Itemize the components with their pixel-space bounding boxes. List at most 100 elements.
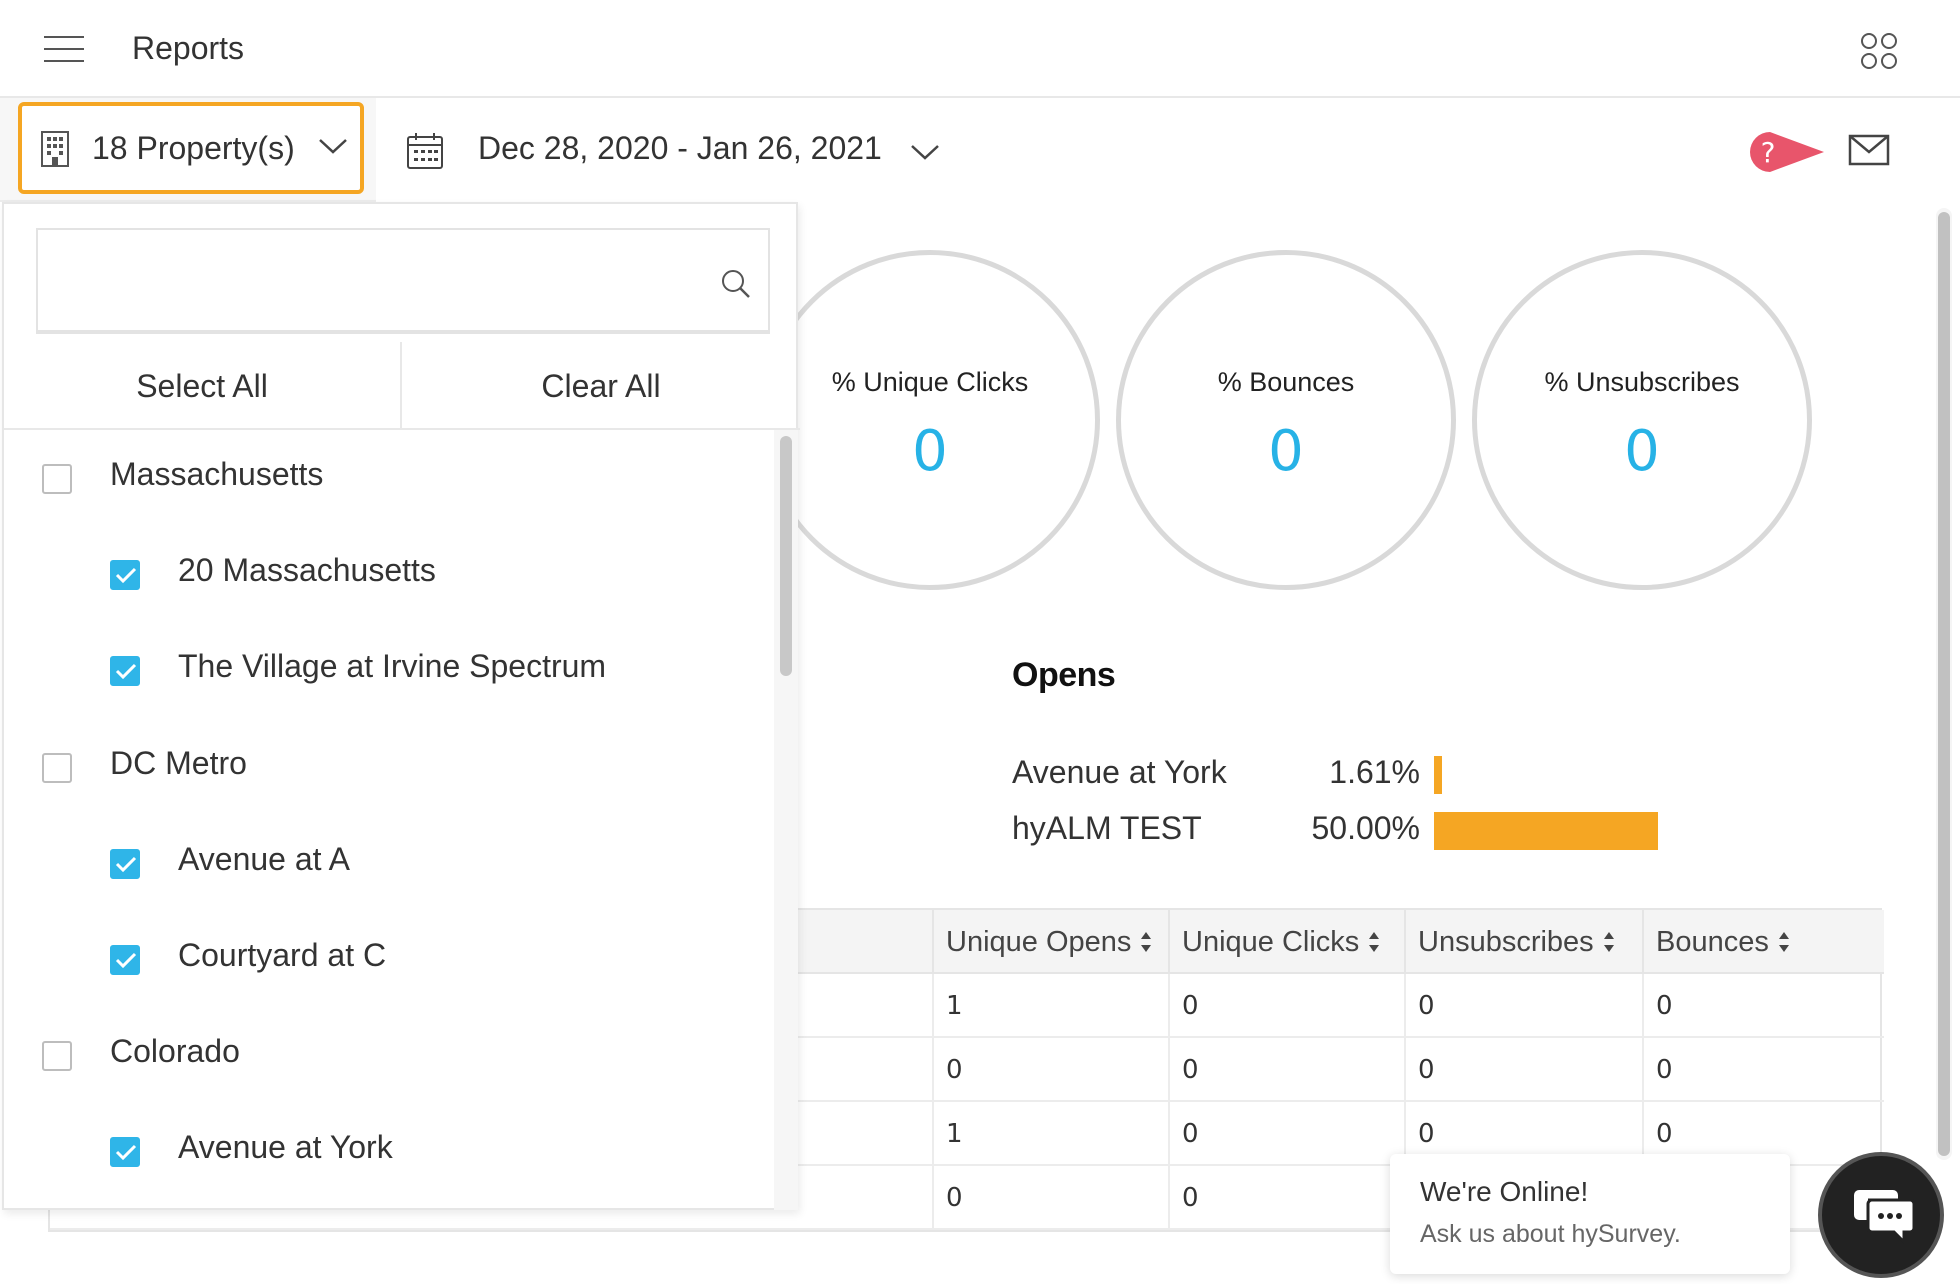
property-item[interactable]: Avenue at York bbox=[110, 1123, 710, 1183]
chat-prompt[interactable]: We're Online! Ask us about hySurvey. bbox=[1390, 1154, 1790, 1274]
property-search-input[interactable] bbox=[38, 230, 698, 330]
sort-icon bbox=[1778, 932, 1789, 952]
stat-value: 0 bbox=[1268, 419, 1304, 484]
sort-icon bbox=[1369, 932, 1380, 952]
property-selector-button[interactable]: 18 Property(s) bbox=[18, 102, 364, 194]
checkbox[interactable] bbox=[42, 1041, 72, 1072]
check-icon bbox=[115, 952, 137, 969]
chat-subtitle: Ask us about hySurvey. bbox=[1420, 1220, 1681, 1248]
table-header-unique-clicks[interactable]: Unique Clicks bbox=[1168, 910, 1404, 974]
table-cell: 0 bbox=[1642, 1038, 1880, 1102]
menu-icon[interactable] bbox=[44, 34, 84, 64]
help-symbol: ? bbox=[1761, 136, 1776, 169]
table-cell: 1 bbox=[932, 974, 1168, 1038]
page-title: Reports bbox=[132, 30, 245, 66]
checkbox[interactable] bbox=[42, 752, 72, 783]
table-cell: 0 bbox=[932, 1166, 1168, 1230]
checkbox-checked[interactable] bbox=[110, 945, 140, 975]
search-icon[interactable] bbox=[720, 268, 752, 300]
content-scrollbar[interactable] bbox=[1936, 208, 1952, 1160]
help-icon[interactable]: ? bbox=[1748, 130, 1826, 174]
table-cell: 0 bbox=[1404, 974, 1642, 1038]
property-group-item[interactable]: Massachusetts bbox=[42, 450, 642, 510]
table-cell: 1 bbox=[932, 1102, 1168, 1166]
opens-row-name: hyALM TEST bbox=[1012, 810, 1202, 846]
stat-label: % Unique Clicks bbox=[831, 367, 1029, 397]
checkbox-checked[interactable] bbox=[110, 848, 140, 879]
stat-unique-clicks: % Unique Clicks 0 bbox=[760, 250, 1100, 590]
calendar-icon[interactable] bbox=[406, 132, 444, 170]
building-icon bbox=[41, 131, 69, 167]
checkbox-checked[interactable] bbox=[110, 1137, 140, 1168]
select-all-button[interactable]: Select All bbox=[136, 368, 268, 404]
opens-row: Avenue at York 1.61% bbox=[1012, 754, 1420, 798]
opens-bar bbox=[1434, 756, 1442, 794]
table-header-unsubscribes[interactable]: Unsubscribes bbox=[1404, 910, 1642, 974]
toolbar: 18 Property(s) bbox=[0, 98, 1960, 202]
apps-grid-icon[interactable] bbox=[1860, 32, 1898, 70]
opens-row: hyALM TEST 50.00% bbox=[1012, 810, 1420, 854]
chat-launcher-button[interactable] bbox=[1818, 1152, 1944, 1278]
column-label: Unsubscribes bbox=[1418, 926, 1594, 958]
table-cell: 0 bbox=[1168, 1038, 1404, 1102]
sort-icon bbox=[1603, 932, 1614, 952]
property-group-item[interactable]: Colorado bbox=[42, 1027, 642, 1087]
property-item-label: Avenue at A bbox=[178, 840, 350, 877]
chat-icon bbox=[1854, 1190, 1914, 1244]
check-icon bbox=[115, 664, 137, 680]
checkbox-checked[interactable] bbox=[110, 560, 140, 591]
property-item[interactable]: 20 Massachusetts bbox=[110, 546, 710, 606]
column-label: Unique Clicks bbox=[1182, 926, 1360, 958]
opens-bar bbox=[1434, 812, 1658, 850]
date-range-area bbox=[376, 98, 1960, 202]
property-search bbox=[36, 228, 770, 334]
check-icon bbox=[115, 568, 137, 584]
property-group-item[interactable]: DC Metro bbox=[42, 739, 642, 799]
property-item-label: Massachusetts bbox=[110, 456, 324, 492]
checkbox-checked[interactable] bbox=[110, 656, 140, 687]
property-list-scrollbar[interactable] bbox=[774, 430, 798, 1210]
table-row: 0 0 bbox=[50, 1166, 1884, 1230]
property-list: Massachusetts 20 Massachusetts The Village… bbox=[4, 430, 774, 1210]
stat-bounces: % Bounces 0 bbox=[1116, 250, 1456, 590]
property-item[interactable]: Courtyard at C bbox=[110, 931, 710, 991]
property-item-label: 20 Massachusetts bbox=[178, 552, 436, 589]
date-chevron-down-icon[interactable] bbox=[910, 142, 940, 162]
property-item-label: Colorado bbox=[110, 1033, 240, 1070]
selection-actions: Select All Clear All bbox=[4, 342, 800, 430]
property-item[interactable]: Avenue at A bbox=[110, 835, 710, 895]
table-header-unique-opens[interactable]: Unique Opens bbox=[932, 910, 1152, 974]
table-cell: 0 bbox=[1642, 1102, 1880, 1166]
table-header-bounces[interactable]: Bounces bbox=[1642, 910, 1880, 974]
property-item[interactable]: The Village at Irvine Spectrum bbox=[110, 642, 710, 702]
table-row: 1 0 0 0 bbox=[50, 974, 1884, 1038]
chat-title: We're Online! bbox=[1420, 1176, 1589, 1207]
stat-label: % Unsubscribes bbox=[1544, 367, 1740, 397]
property-item-label: DC Metro bbox=[110, 744, 247, 781]
property-item-label: Courtyard at C bbox=[178, 937, 387, 973]
stat-unsubscribes: % Unsubscribes 0 bbox=[1472, 250, 1812, 590]
property-selector-label: 18 Property(s) bbox=[92, 130, 295, 166]
mail-icon[interactable] bbox=[1848, 134, 1890, 166]
opens-row-percent: 50.00% bbox=[1311, 810, 1420, 846]
table-cell: 0 bbox=[1168, 1102, 1404, 1166]
column-label: Unique Opens bbox=[946, 926, 1132, 958]
property-item-label: Avenue at York bbox=[178, 1129, 393, 1166]
check-icon bbox=[115, 856, 137, 872]
sort-icon bbox=[1141, 932, 1152, 952]
app-header: Reports bbox=[0, 0, 1960, 98]
chevron-down-icon bbox=[319, 139, 347, 154]
property-dropdown: Select All Clear All Massachusetts 20 Mas… bbox=[2, 202, 800, 1210]
stat-label: % Bounces bbox=[1217, 367, 1355, 397]
opens-title: Opens bbox=[1012, 656, 1116, 694]
column-label: Bounces bbox=[1656, 926, 1769, 958]
table-cell: 0 bbox=[1404, 1102, 1642, 1166]
stat-value: 0 bbox=[912, 419, 948, 484]
opens-row-name: Avenue at York bbox=[1012, 754, 1227, 790]
table-row: 1 0 0 0 bbox=[50, 1102, 1884, 1166]
clear-all-button[interactable]: Clear All bbox=[541, 368, 661, 404]
checkbox[interactable] bbox=[42, 464, 72, 494]
table-row: 0 0 0 0 bbox=[50, 1038, 1884, 1102]
date-range-label[interactable]: Dec 28, 2020 - Jan 26, 2021 bbox=[478, 130, 882, 166]
table-cell: 0 bbox=[1642, 974, 1880, 1038]
